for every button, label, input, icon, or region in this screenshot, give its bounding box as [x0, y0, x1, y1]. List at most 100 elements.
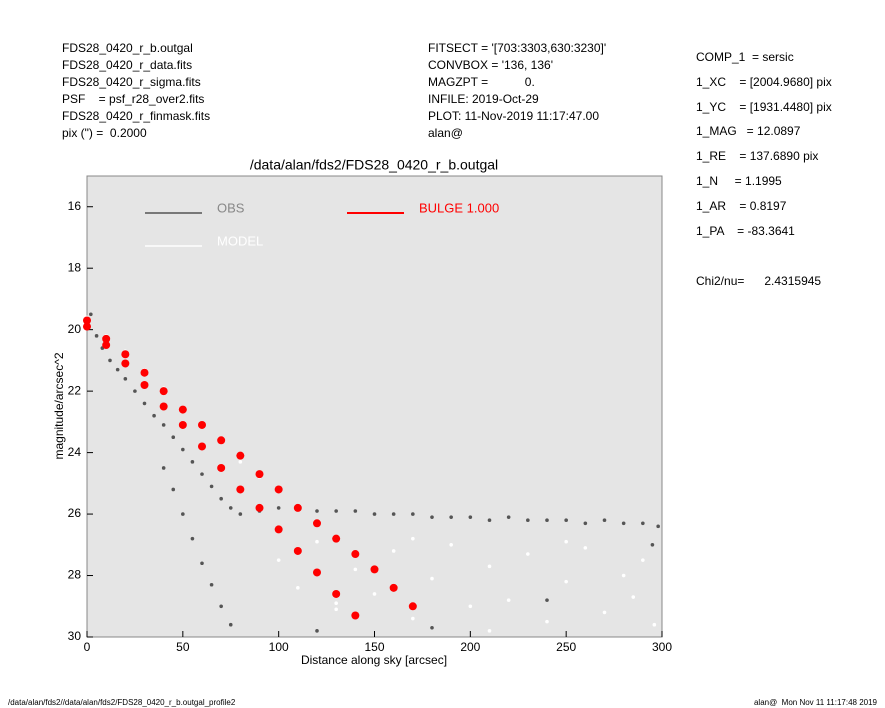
header-line: 1_XC = [2004.9680] pix: [696, 74, 832, 89]
data-point: [353, 509, 358, 513]
data-point: [276, 558, 281, 562]
data-point: [108, 358, 112, 363]
data-point: [545, 518, 549, 523]
data-point: [332, 534, 341, 543]
data-point: [142, 401, 147, 406]
y-tick-label: 26: [68, 506, 82, 520]
header-line: COMP_1 = sersic: [696, 50, 794, 64]
data-point: [332, 589, 341, 598]
y-tick-label: 20: [68, 322, 82, 336]
data-point: [315, 509, 319, 513]
data-point: [171, 487, 176, 492]
data-point: [228, 506, 233, 510]
data-point: [102, 341, 111, 350]
data-point: [545, 598, 549, 602]
data-point: [293, 546, 302, 555]
y-axis-label: magnitude/arcsec^2: [52, 352, 66, 459]
data-point: [171, 435, 176, 440]
data-point: [526, 552, 530, 556]
data-point: [334, 509, 338, 513]
data-point: [152, 413, 156, 418]
header-line: FITSECT = '[703:3303,630:3230]': [428, 41, 607, 55]
y-tick-label: 22: [68, 383, 82, 397]
data-point: [641, 558, 645, 562]
legend-label: BULGE 1.000: [419, 200, 499, 215]
data-point: [178, 420, 187, 429]
data-point: [255, 503, 264, 512]
data-point: [564, 579, 568, 584]
data-point: [411, 512, 415, 516]
data-point: [411, 616, 415, 621]
y-tick-label: 30: [68, 629, 82, 643]
data-point: [102, 334, 111, 343]
chi2: Chi2/nu= 2.4315945: [696, 274, 822, 288]
header-right: COMP_1 = sersic 1_XC = [2004.9680] pix 1_Y…: [696, 50, 832, 248]
data-point: [391, 512, 396, 516]
data-point: [602, 518, 607, 523]
data-point: [372, 512, 377, 516]
data-point: [631, 595, 636, 599]
y-tick-label: 28: [68, 568, 82, 582]
data-point: [209, 484, 214, 489]
data-point: [255, 470, 264, 479]
data-point: [123, 377, 128, 381]
data-point: [190, 460, 195, 464]
data-point: [656, 524, 660, 529]
data-point: [353, 567, 358, 572]
data-point: [219, 604, 223, 609]
data-point: [161, 423, 166, 427]
data-point: [209, 582, 214, 587]
data-point: [89, 312, 93, 317]
data-point: [190, 536, 195, 541]
x-tick-label: 50: [176, 640, 190, 654]
header-line: 1_AR = 0.8197: [696, 198, 787, 213]
data-point: [372, 592, 377, 596]
header-line: CONVBOX = '136, 136': [428, 58, 553, 72]
data-point: [140, 368, 149, 377]
x-tick-label: 150: [364, 640, 384, 654]
data-point: [121, 350, 130, 359]
data-point: [315, 539, 319, 544]
data-point: [468, 604, 473, 609]
data-point: [217, 463, 226, 472]
header-line: alan@: [428, 126, 463, 140]
data-point: [506, 515, 511, 519]
header-line: 1_YC = [1931.4480] pix: [696, 99, 832, 114]
header-line: FDS28_0420_r_data.fits: [62, 58, 193, 72]
data-point: [94, 334, 99, 338]
header-line: INFILE: 2019-Oct-29: [428, 92, 539, 106]
data-point: [526, 518, 530, 523]
legend-label: MODEL: [217, 233, 263, 248]
footer-right: alan@ Mon Nov 11 11:17:48 2019: [753, 698, 877, 707]
y-tick-label: 24: [68, 445, 82, 459]
x-tick-label: 250: [556, 640, 576, 654]
header-line: 1_RE = 137.6890 pix: [696, 149, 819, 164]
data-point: [313, 568, 321, 577]
header-left: FDS28_0420_r_b.outgal FDS28_0420_r_data.f…: [62, 41, 210, 143]
data-point: [408, 602, 417, 611]
data-point: [334, 601, 338, 605]
data-point: [583, 546, 588, 550]
data-point: [198, 442, 206, 451]
data-point: [228, 622, 233, 627]
data-point: [430, 625, 434, 630]
data-point: [370, 565, 379, 574]
data-point: [583, 521, 588, 526]
header-middle: FITSECT = '[703:3303,630:3230]' CONVBOX =…: [428, 41, 606, 143]
data-point: [602, 610, 607, 615]
data-point: [313, 519, 321, 528]
y-tick-label: 16: [68, 199, 82, 213]
x-tick-label: 300: [652, 640, 672, 654]
data-point: [274, 485, 283, 494]
data-point: [430, 515, 434, 519]
data-point: [140, 380, 149, 389]
data-point: [411, 536, 415, 541]
data-point: [652, 622, 657, 627]
header-line: PLOT: 11-Nov-2019 11:17:47.00: [428, 109, 599, 123]
legend-label: OBS: [217, 200, 245, 215]
data-point: [351, 611, 360, 620]
data-point: [334, 607, 338, 612]
data-point: [200, 561, 204, 566]
